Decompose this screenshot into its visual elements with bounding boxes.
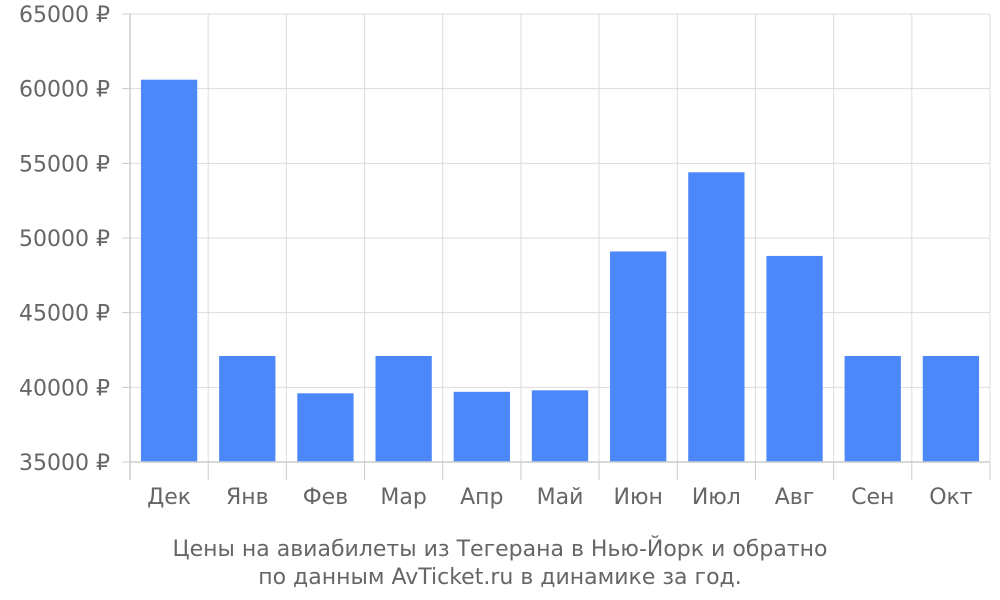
y-tick-label: 55000 ₽	[19, 152, 110, 177]
y-tick-label: 65000 ₽	[19, 3, 110, 28]
bar-9	[766, 255, 823, 462]
grid	[130, 13, 991, 463]
bar-10	[844, 355, 901, 462]
x-tick-label: Дек	[147, 485, 191, 510]
y-tick-label: 35000 ₽	[19, 451, 110, 476]
bar-3	[297, 393, 354, 462]
bar-2	[219, 355, 276, 462]
bar-8	[688, 172, 745, 462]
bar-7	[610, 251, 667, 462]
x-tick-labels: Дек Янв Фев Мар Апр Май Июн Июл Авг Сен Окт	[147, 485, 973, 510]
bars	[140, 79, 980, 462]
bar-6	[531, 390, 589, 462]
x-tick-label: Фев	[303, 485, 348, 510]
bar-1	[140, 79, 198, 462]
caption-line-1: Цены на авиабилеты из Тегерана в Нью-Йор…	[173, 536, 828, 562]
y-tick-label: 45000 ₽	[19, 302, 110, 327]
x-tick-label: Авг	[775, 485, 815, 510]
x-tick-label: Июл	[692, 485, 741, 510]
x-tick-label: Май	[537, 485, 584, 510]
y-tick-label: 60000 ₽	[19, 78, 110, 103]
axes	[122, 13, 991, 480]
x-tick-label: Окт	[929, 485, 973, 510]
caption-line-2: по данным AvTicket.ru в динамике за год.	[258, 565, 742, 590]
x-tick-label: Янв	[226, 485, 269, 510]
x-tick-label: Апр	[460, 485, 503, 510]
x-tick-label: Мар	[380, 485, 426, 510]
y-tick-labels: 35000 ₽ 40000 ₽ 45000 ₽ 50000 ₽ 55000 ₽ 60000…	[19, 3, 110, 476]
bar-5	[453, 391, 510, 462]
y-tick-label: 40000 ₽	[19, 376, 110, 401]
x-tick-label: Сен	[851, 485, 894, 510]
y-tick-label: 50000 ₽	[19, 227, 110, 252]
bar-11	[922, 355, 980, 462]
x-tick-label: Июн	[613, 485, 662, 510]
bar-4	[375, 355, 432, 462]
